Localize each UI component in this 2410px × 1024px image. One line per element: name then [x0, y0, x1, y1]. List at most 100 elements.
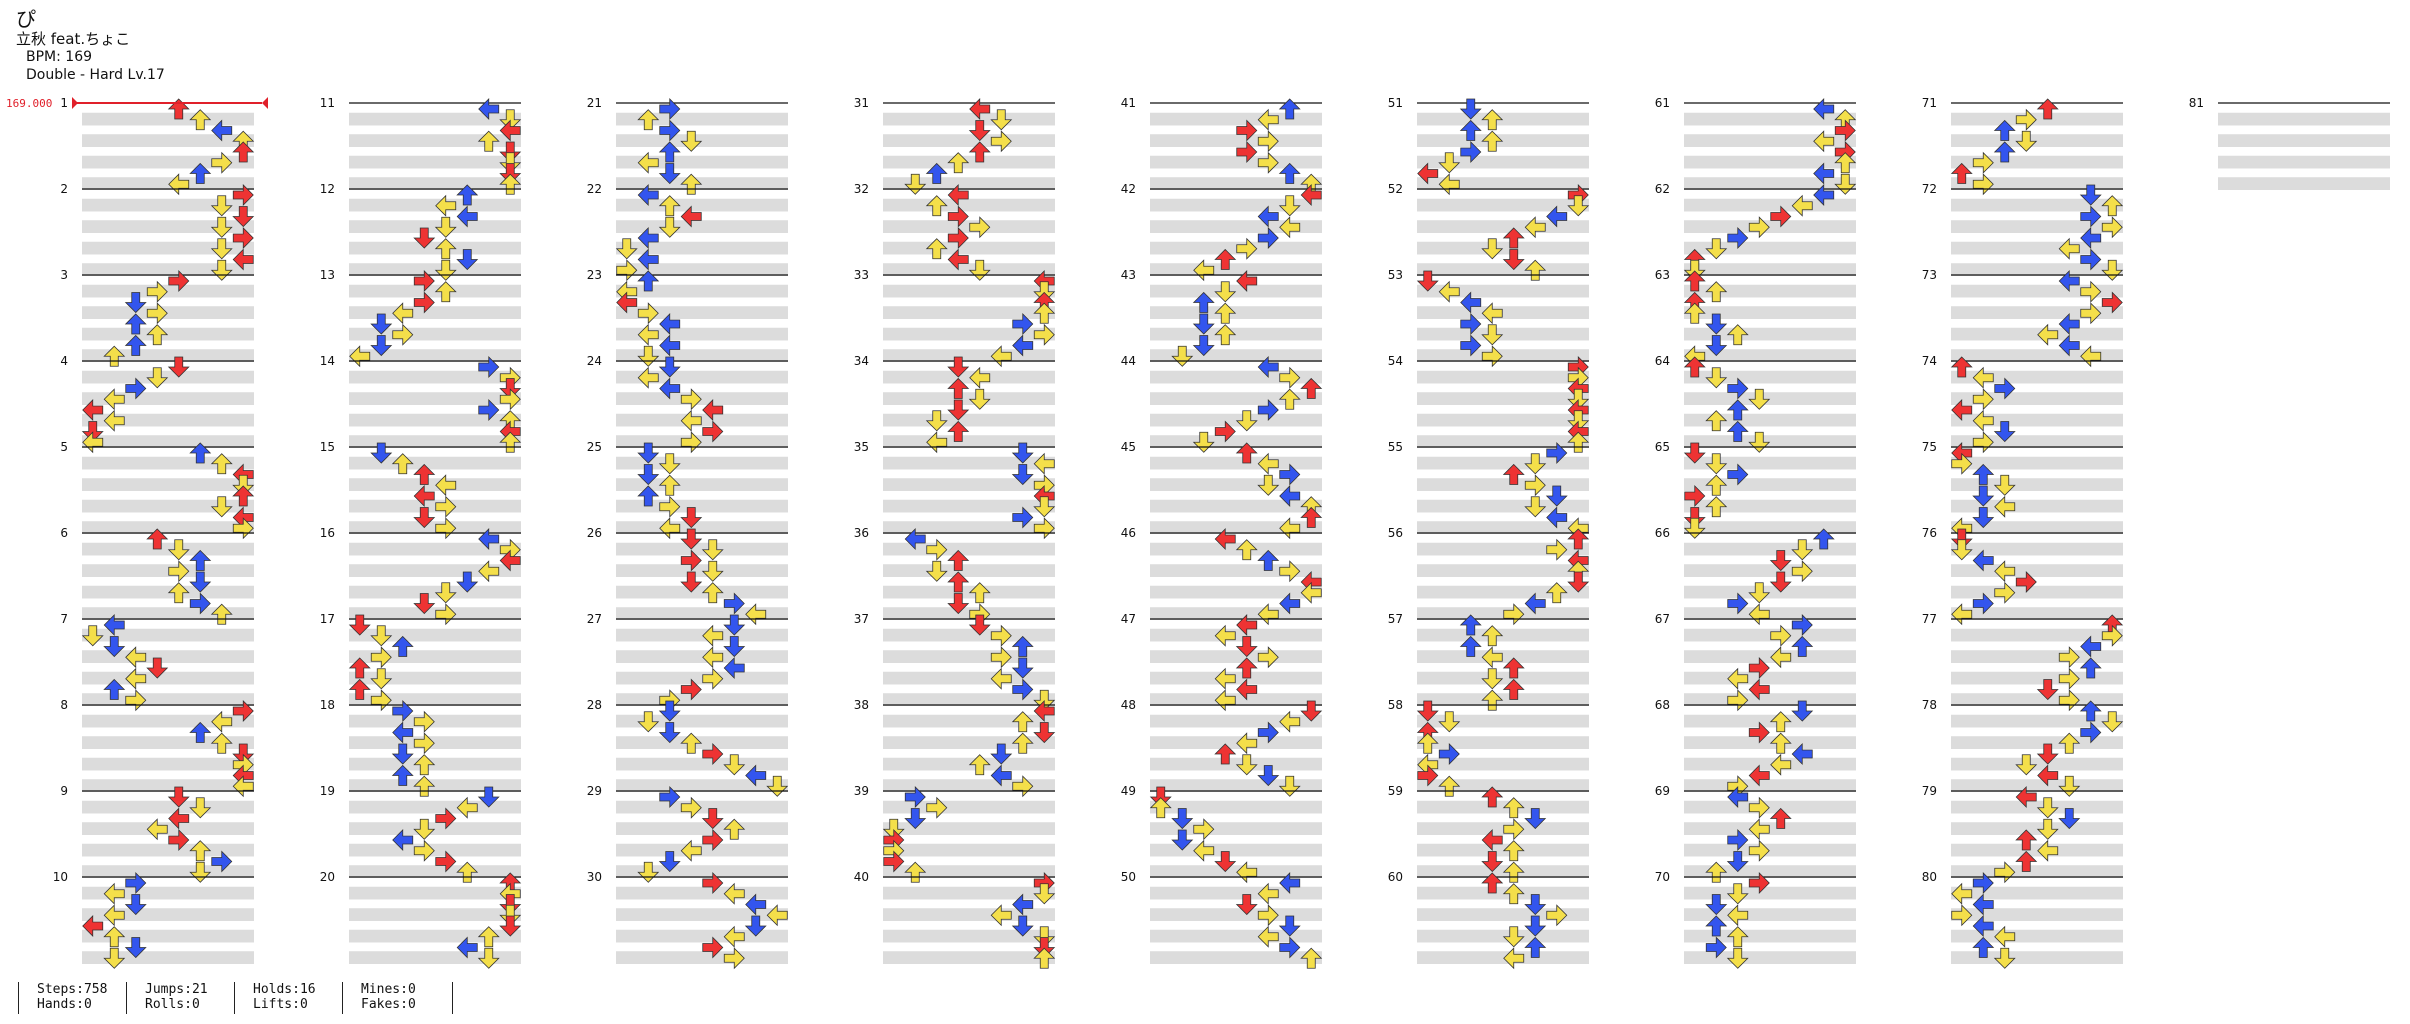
left-arrow-icon [1257, 452, 1279, 475]
left-arrow-icon [1813, 162, 1835, 185]
left-arrow-icon [1279, 485, 1301, 507]
up-arrow-icon [1502, 861, 1525, 883]
beat-band [883, 327, 1055, 341]
right-arrow-icon [168, 560, 190, 583]
beat-band [1150, 779, 1322, 792]
left-arrow-icon [168, 807, 190, 830]
bpm-text: BPM: 169 [26, 49, 93, 65]
right-arrow-icon [2080, 302, 2102, 325]
up-arrow-icon [1545, 582, 1568, 604]
measure-number: 18 [320, 698, 335, 712]
right-arrow-icon [680, 549, 702, 572]
beat-band [616, 800, 788, 814]
beat-band [1417, 456, 1589, 470]
up-arrow-icon [189, 840, 212, 862]
beat-band [349, 908, 521, 921]
right-arrow-icon [2101, 291, 2123, 314]
down-arrow-icon [167, 356, 190, 378]
measure-23: 23 [587, 268, 788, 362]
measure-45: 45 [1121, 440, 1322, 534]
down-arrow-icon [1524, 496, 1547, 518]
hands-count: Hands:0 [37, 997, 92, 1012]
measure-11: 11 [320, 96, 521, 190]
beat-band [1684, 800, 1856, 814]
beat-band [1684, 413, 1856, 427]
beat-band [82, 392, 254, 405]
beat-band [82, 650, 254, 663]
right-arrow-icon [1438, 743, 1460, 765]
up-arrow-icon [1257, 549, 1280, 571]
down-arrow-icon [904, 808, 927, 830]
measure-number: 72 [1922, 182, 1937, 196]
down-arrow-icon [477, 947, 500, 969]
measure-number: 28 [587, 698, 602, 712]
right-arrow-icon [2080, 721, 2102, 744]
beat-band [883, 112, 1055, 126]
right-arrow-icon [435, 850, 457, 873]
beat-band [1951, 736, 2123, 749]
down-arrow-icon [2079, 184, 2102, 206]
left-arrow-icon [435, 474, 457, 497]
beat-band [82, 929, 254, 943]
left-arrow-icon [1524, 592, 1546, 615]
up-arrow-icon [189, 549, 212, 571]
up-arrow-icon [1705, 281, 1728, 303]
beat-band [883, 757, 1055, 771]
measure-33: 33 [854, 268, 1055, 362]
measure-40: 40 [854, 870, 1055, 964]
beat-band [82, 542, 254, 556]
beat-band [616, 220, 788, 233]
down-arrow-icon [968, 120, 991, 142]
beat-band [883, 155, 1055, 169]
measure-number: 77 [1922, 612, 1937, 626]
up-arrow-icon [1524, 936, 1547, 958]
measure-26: 26 [587, 526, 788, 620]
up-arrow-icon [1567, 431, 1590, 453]
beat-band [349, 714, 521, 728]
beat-band [82, 714, 254, 728]
right-arrow-icon [435, 495, 457, 518]
up-arrow-icon [1705, 915, 1728, 937]
beat-band [1417, 843, 1589, 857]
up-arrow-icon [391, 764, 414, 786]
down-arrow-icon [1300, 700, 1323, 722]
left-arrow-icon [1033, 452, 1055, 475]
left-arrow-icon [637, 248, 659, 271]
beat-band [616, 693, 788, 706]
left-arrow-icon [1012, 334, 1034, 357]
measure-71: 71 [1922, 96, 2123, 190]
left-arrow-icon [680, 839, 702, 862]
measure-58: 58 [1388, 698, 1589, 792]
beat-band [1951, 284, 2123, 298]
measure-39: 39 [854, 784, 1055, 878]
left-arrow-icon [1748, 818, 1770, 841]
down-arrow-icon [499, 109, 522, 131]
beat-band [82, 134, 254, 147]
beat-band [883, 456, 1055, 470]
down-arrow-icon [232, 206, 255, 228]
beat-band [1951, 585, 2123, 599]
beat-band [82, 112, 254, 126]
beat-band [1684, 155, 1856, 169]
measure-number: 70 [1655, 870, 1670, 884]
measure-44: 44 [1121, 354, 1322, 448]
beat-band [349, 736, 521, 749]
beat-band [1684, 220, 1856, 233]
up-arrow-icon [1502, 463, 1525, 485]
beat-band [1684, 822, 1856, 835]
right-arrow-icon [680, 388, 702, 411]
beat-band [1684, 370, 1856, 384]
beat-band [1684, 843, 1856, 857]
down-arrow-icon [1705, 453, 1728, 475]
right-arrow-icon [637, 302, 659, 325]
beat-band [1951, 435, 2123, 448]
left-arrow-icon [1791, 194, 1813, 217]
down-arrow-icon [1459, 98, 1482, 120]
up-arrow-icon [1192, 291, 1215, 313]
right-arrow-icon [2015, 571, 2037, 593]
measure-5: 5 [60, 440, 254, 534]
beat-band [1951, 542, 2123, 556]
down-arrow-icon [1257, 474, 1280, 496]
up-arrow-icon [1726, 399, 1749, 421]
up-arrow-icon [680, 173, 703, 195]
